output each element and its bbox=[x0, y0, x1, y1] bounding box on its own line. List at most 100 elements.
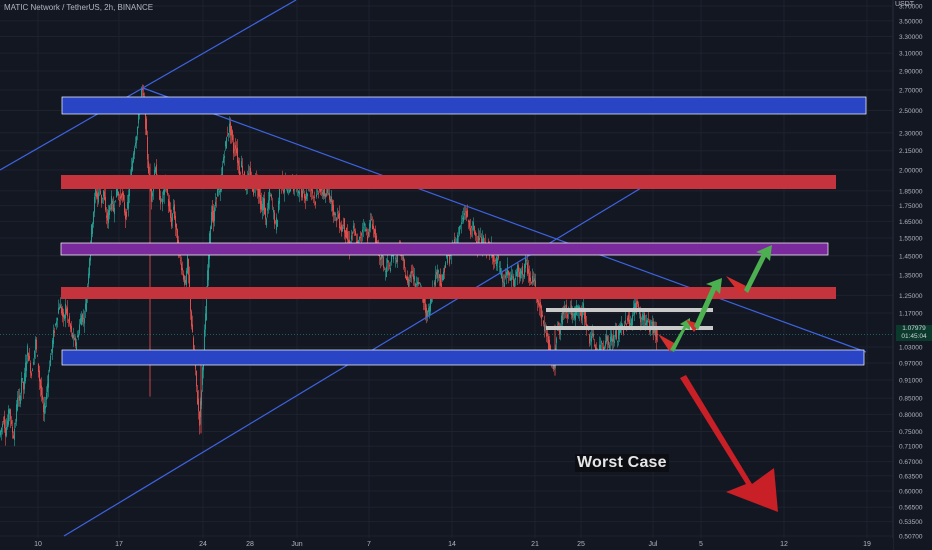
candle-body bbox=[287, 189, 288, 193]
candle-body bbox=[103, 190, 104, 197]
candle-body bbox=[480, 236, 481, 238]
candle-body bbox=[218, 187, 219, 191]
candle-body bbox=[507, 264, 508, 276]
candle-body bbox=[50, 355, 51, 367]
y-tick-label: 2.15000 bbox=[899, 148, 923, 155]
candle-body bbox=[316, 194, 317, 197]
candle-body bbox=[353, 225, 354, 229]
time-axis[interactable] bbox=[0, 538, 893, 550]
candle-body bbox=[533, 280, 534, 283]
candle-body bbox=[395, 258, 396, 260]
candle-body bbox=[344, 218, 345, 233]
upper-trendline[interactable] bbox=[0, 0, 297, 171]
y-tick-label: 1.45000 bbox=[899, 253, 923, 260]
candle-body bbox=[408, 278, 409, 289]
candle-body bbox=[17, 397, 18, 411]
candle-body bbox=[560, 327, 561, 335]
candle-body bbox=[365, 229, 366, 232]
purple-zone[interactable] bbox=[60, 242, 829, 256]
candle-body bbox=[170, 209, 171, 219]
candle-body bbox=[335, 213, 336, 216]
candle-body bbox=[424, 298, 425, 303]
candle-body bbox=[563, 311, 564, 315]
candle-body bbox=[268, 200, 269, 209]
y-tick-label: 1.25000 bbox=[899, 293, 923, 300]
green-up-arrow-3[interactable] bbox=[744, 245, 772, 293]
candle-body bbox=[266, 218, 267, 226]
candle-body bbox=[446, 254, 447, 258]
candle-body bbox=[562, 310, 563, 325]
candle-body bbox=[67, 307, 68, 317]
candle-body bbox=[648, 319, 649, 320]
candle-body bbox=[16, 404, 17, 422]
candle-body bbox=[341, 224, 342, 232]
candle-body bbox=[169, 201, 170, 211]
candle-body bbox=[500, 267, 501, 274]
worst-case-arrow[interactable] bbox=[680, 375, 778, 512]
candle-body bbox=[289, 190, 290, 193]
candle-body bbox=[171, 217, 172, 227]
candle-body bbox=[224, 156, 225, 158]
price-axis[interactable] bbox=[893, 0, 932, 550]
grey-zone-lower[interactable] bbox=[546, 326, 713, 330]
candle-body bbox=[85, 303, 86, 310]
candle-body bbox=[262, 204, 263, 211]
candle-body bbox=[346, 227, 347, 239]
candle-body bbox=[373, 226, 374, 230]
candle-body bbox=[386, 266, 387, 278]
candle-body bbox=[51, 349, 52, 352]
candle-body bbox=[53, 330, 54, 344]
candle-body bbox=[528, 268, 529, 274]
candle-body bbox=[34, 350, 35, 358]
candle-body bbox=[496, 257, 497, 267]
y-tick-label: 0.85000 bbox=[899, 396, 923, 403]
candle-body bbox=[654, 328, 655, 333]
candle-body bbox=[215, 201, 216, 206]
candle-body bbox=[196, 370, 197, 387]
red-resistance-zone-lower[interactable] bbox=[61, 287, 836, 299]
y-tick-label: 0.50700 bbox=[899, 533, 923, 540]
candle-body bbox=[609, 344, 610, 349]
candle-body bbox=[146, 118, 147, 135]
grey-zone-upper[interactable] bbox=[546, 308, 713, 312]
candle-body bbox=[2, 423, 3, 428]
candle-body bbox=[355, 230, 356, 236]
candle-body bbox=[520, 268, 521, 279]
candle-body bbox=[66, 308, 67, 314]
y-tick-label: 0.75000 bbox=[899, 429, 923, 436]
candle-body bbox=[267, 208, 268, 211]
candle-body bbox=[532, 276, 533, 283]
candle-body bbox=[212, 206, 213, 221]
candle-body bbox=[242, 165, 243, 174]
x-tick-label: 19 bbox=[863, 541, 871, 548]
candle-body bbox=[189, 274, 190, 291]
candle-body bbox=[600, 344, 601, 353]
green-up-arrow-1[interactable] bbox=[670, 318, 690, 352]
green-up-arrow-2[interactable] bbox=[694, 278, 722, 330]
red-down-arrow-3[interactable] bbox=[726, 276, 746, 294]
candle-body bbox=[407, 276, 408, 283]
blue-support-zone[interactable] bbox=[61, 349, 865, 366]
x-tick-label: 28 bbox=[246, 541, 254, 548]
candle-body bbox=[276, 217, 277, 230]
candle-body bbox=[538, 300, 539, 305]
candle-body bbox=[469, 220, 470, 228]
candle-body bbox=[101, 194, 102, 204]
candle-body bbox=[12, 426, 13, 433]
candle-body bbox=[109, 205, 110, 216]
red-resistance-zone-upper[interactable] bbox=[61, 175, 836, 189]
candle-body bbox=[632, 314, 633, 325]
candle-body bbox=[325, 194, 326, 198]
candle-body bbox=[250, 167, 251, 180]
candle-body bbox=[515, 277, 516, 280]
y-tick-label: 1.85000 bbox=[899, 188, 923, 195]
candle-body bbox=[559, 330, 560, 335]
candle-body bbox=[52, 340, 53, 353]
candle-body bbox=[269, 187, 270, 201]
blue-resistance-zone[interactable] bbox=[61, 96, 867, 115]
descending-trendline[interactable] bbox=[142, 87, 867, 353]
candle-body bbox=[580, 312, 581, 316]
candle-body bbox=[406, 276, 407, 281]
candle-body bbox=[617, 340, 618, 342]
candle-body bbox=[639, 311, 640, 315]
